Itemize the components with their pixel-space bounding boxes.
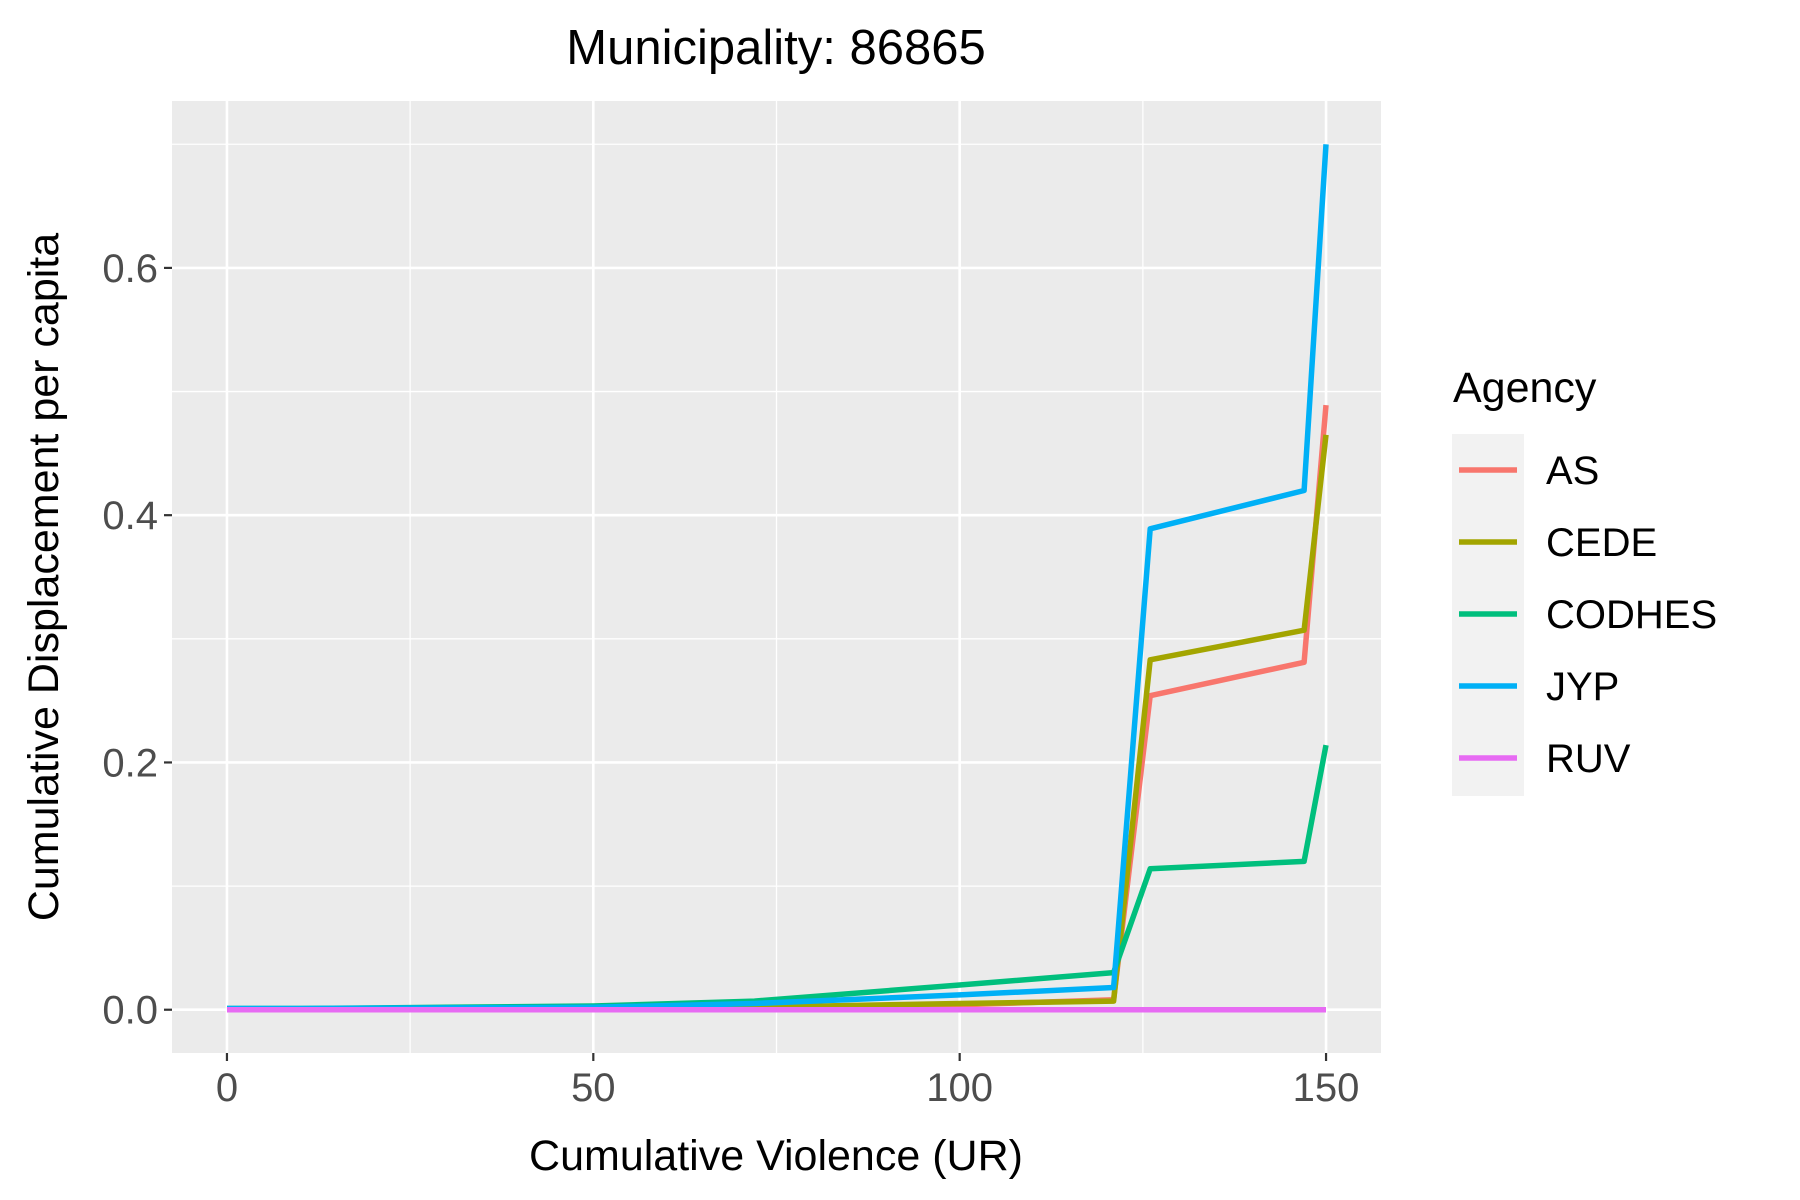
legend: Agency AS CEDE CODHES JYP RUV — [1452, 364, 1717, 796]
legend-title: Agency — [1453, 364, 1597, 412]
legend-label-as: AS — [1546, 449, 1599, 493]
x-axis-ticks: 0 50 100 150 — [216, 1053, 1360, 1110]
x-tick-label: 50 — [571, 1066, 616, 1110]
y-tick-label: 0.6 — [102, 247, 158, 291]
legend-items: AS CEDE CODHES JYP RUV — [1459, 449, 1717, 781]
x-tick-label: 0 — [216, 1066, 238, 1110]
y-axis-ticks: 0.0 0.2 0.4 0.6 — [102, 247, 172, 1033]
legend-label-ruv: RUV — [1546, 737, 1631, 781]
grid-minor — [172, 101, 1381, 1053]
x-axis-title: Cumulative Violence (UR) — [529, 1132, 1023, 1180]
legend-label-codhes: CODHES — [1546, 593, 1717, 637]
x-tick-label: 100 — [926, 1066, 993, 1110]
y-tick-label: 0.0 — [102, 989, 158, 1033]
y-axis-title: Cumulative Displacement per capita — [20, 233, 68, 921]
chart-title: Municipality: 86865 — [566, 21, 985, 75]
y-tick-label: 0.4 — [102, 494, 158, 538]
series-lines — [226, 144, 1329, 1013]
x-tick-label: 150 — [1293, 1066, 1360, 1110]
legend-label-cede: CEDE — [1546, 521, 1657, 565]
legend-label-jyp: JYP — [1546, 665, 1619, 709]
y-tick-label: 0.2 — [102, 741, 158, 785]
